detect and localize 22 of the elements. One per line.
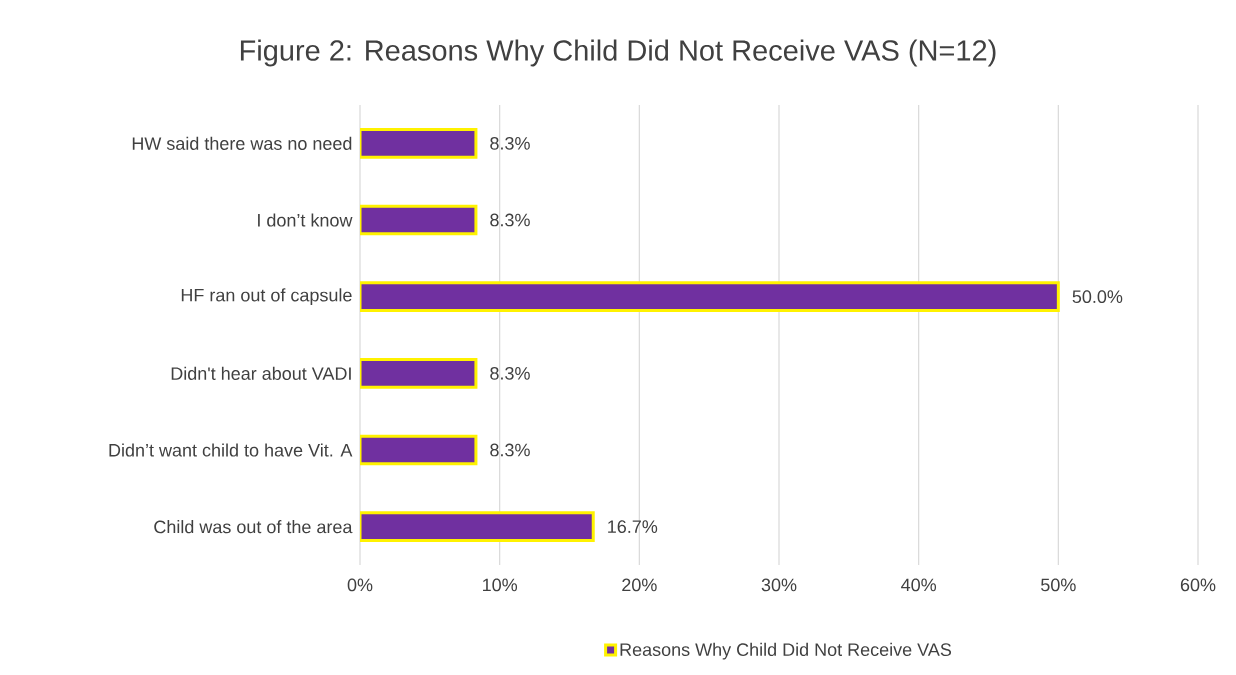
x-tick-label: 10% (483, 578, 518, 592)
data-label: 8.3% (490, 443, 530, 457)
x-tick-label: 20% (622, 578, 657, 592)
data-label: 16.7% (608, 520, 658, 534)
y-tick-label: Didn’t want child to have Vit. A (109, 443, 353, 457)
y-tick-label: HW said there was no need (132, 136, 352, 150)
data-label: 8.3% (490, 213, 530, 227)
data-label: 8.3% (490, 136, 530, 150)
y-tick-label: I don’t know (258, 213, 353, 227)
chart-title: Figure 2: Reasons Why Child Did Not Receive VAS (N=12) (240, 39, 996, 67)
data-label: 8.3% (490, 366, 530, 380)
x-tick-label: 50% (1041, 578, 1076, 592)
data-label: 50.0% (1072, 290, 1123, 304)
y-tick-label: Didn't hear about VADI (171, 366, 351, 380)
y-tick-label: HF ran out of capsule (181, 288, 352, 306)
y-tick-label: Child was out of the area (154, 520, 353, 534)
x-tick-label: 0% (347, 578, 373, 592)
x-tick-label: 30% (761, 578, 797, 592)
x-tick-label: 40% (901, 578, 937, 592)
x-tick-label: 60% (1180, 578, 1216, 592)
bar (360, 281, 1060, 312)
legend-label: Reasons Why Child Did Not Receive VAS (620, 642, 952, 660)
